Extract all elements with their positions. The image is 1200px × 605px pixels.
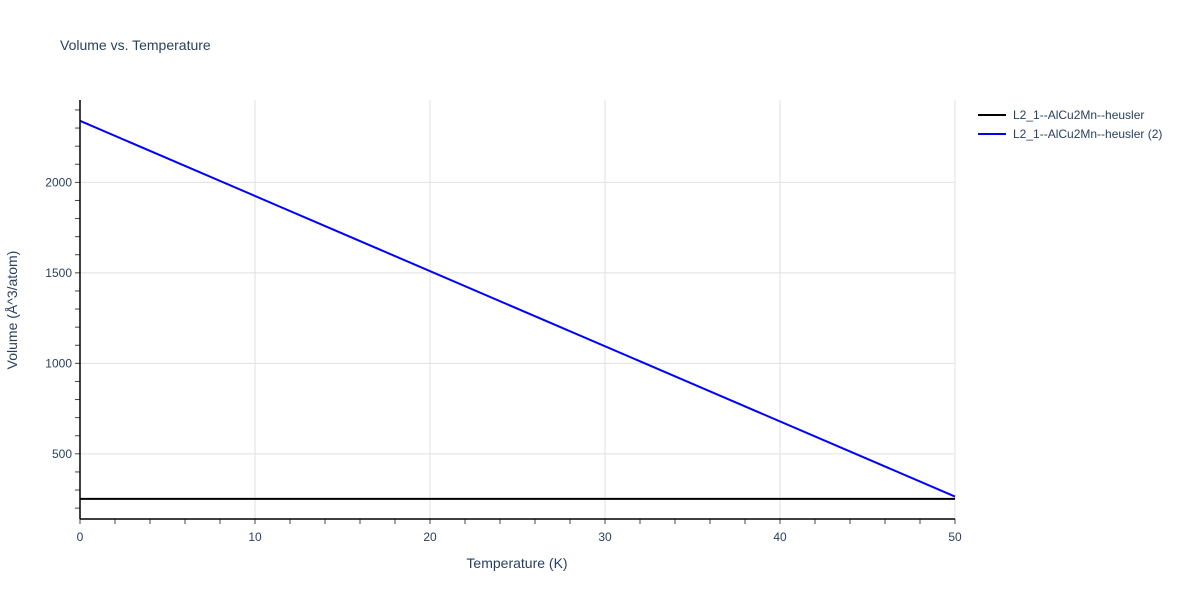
x-tick-label: 50 bbox=[948, 530, 962, 544]
y-tick-label: 1500 bbox=[45, 266, 72, 280]
y-axis-label: Volume (Å^3/atom) bbox=[4, 251, 20, 370]
legend-label-2: L2_1--AlCu2Mn--heusler (2) bbox=[1013, 127, 1162, 141]
x-tick-label: 40 bbox=[773, 530, 787, 544]
x-tick-label: 20 bbox=[423, 530, 437, 544]
y-tick-label: 500 bbox=[52, 447, 72, 461]
x-tick-label: 30 bbox=[598, 530, 612, 544]
y-tick-label: 1000 bbox=[45, 356, 72, 370]
legend-label-1: L2_1--AlCu2Mn--heusler bbox=[1013, 108, 1144, 122]
series-line-2 bbox=[79, 119, 956, 498]
x-tick-label: 10 bbox=[248, 530, 262, 544]
y-tick-label: 2000 bbox=[45, 175, 72, 189]
x-axis-label: Temperature (K) bbox=[466, 555, 567, 571]
x-tick-label: 0 bbox=[77, 530, 84, 544]
chart-title: Volume vs. Temperature bbox=[60, 37, 211, 53]
